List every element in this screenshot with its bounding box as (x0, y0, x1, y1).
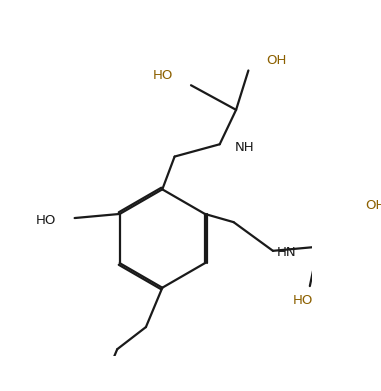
Text: OH: OH (365, 199, 381, 212)
Text: HO: HO (153, 69, 173, 82)
Text: HN: HN (277, 246, 297, 259)
Text: NH: NH (234, 141, 254, 154)
Text: OH: OH (266, 54, 287, 67)
Text: HO: HO (36, 214, 57, 227)
Text: HO: HO (293, 294, 314, 307)
